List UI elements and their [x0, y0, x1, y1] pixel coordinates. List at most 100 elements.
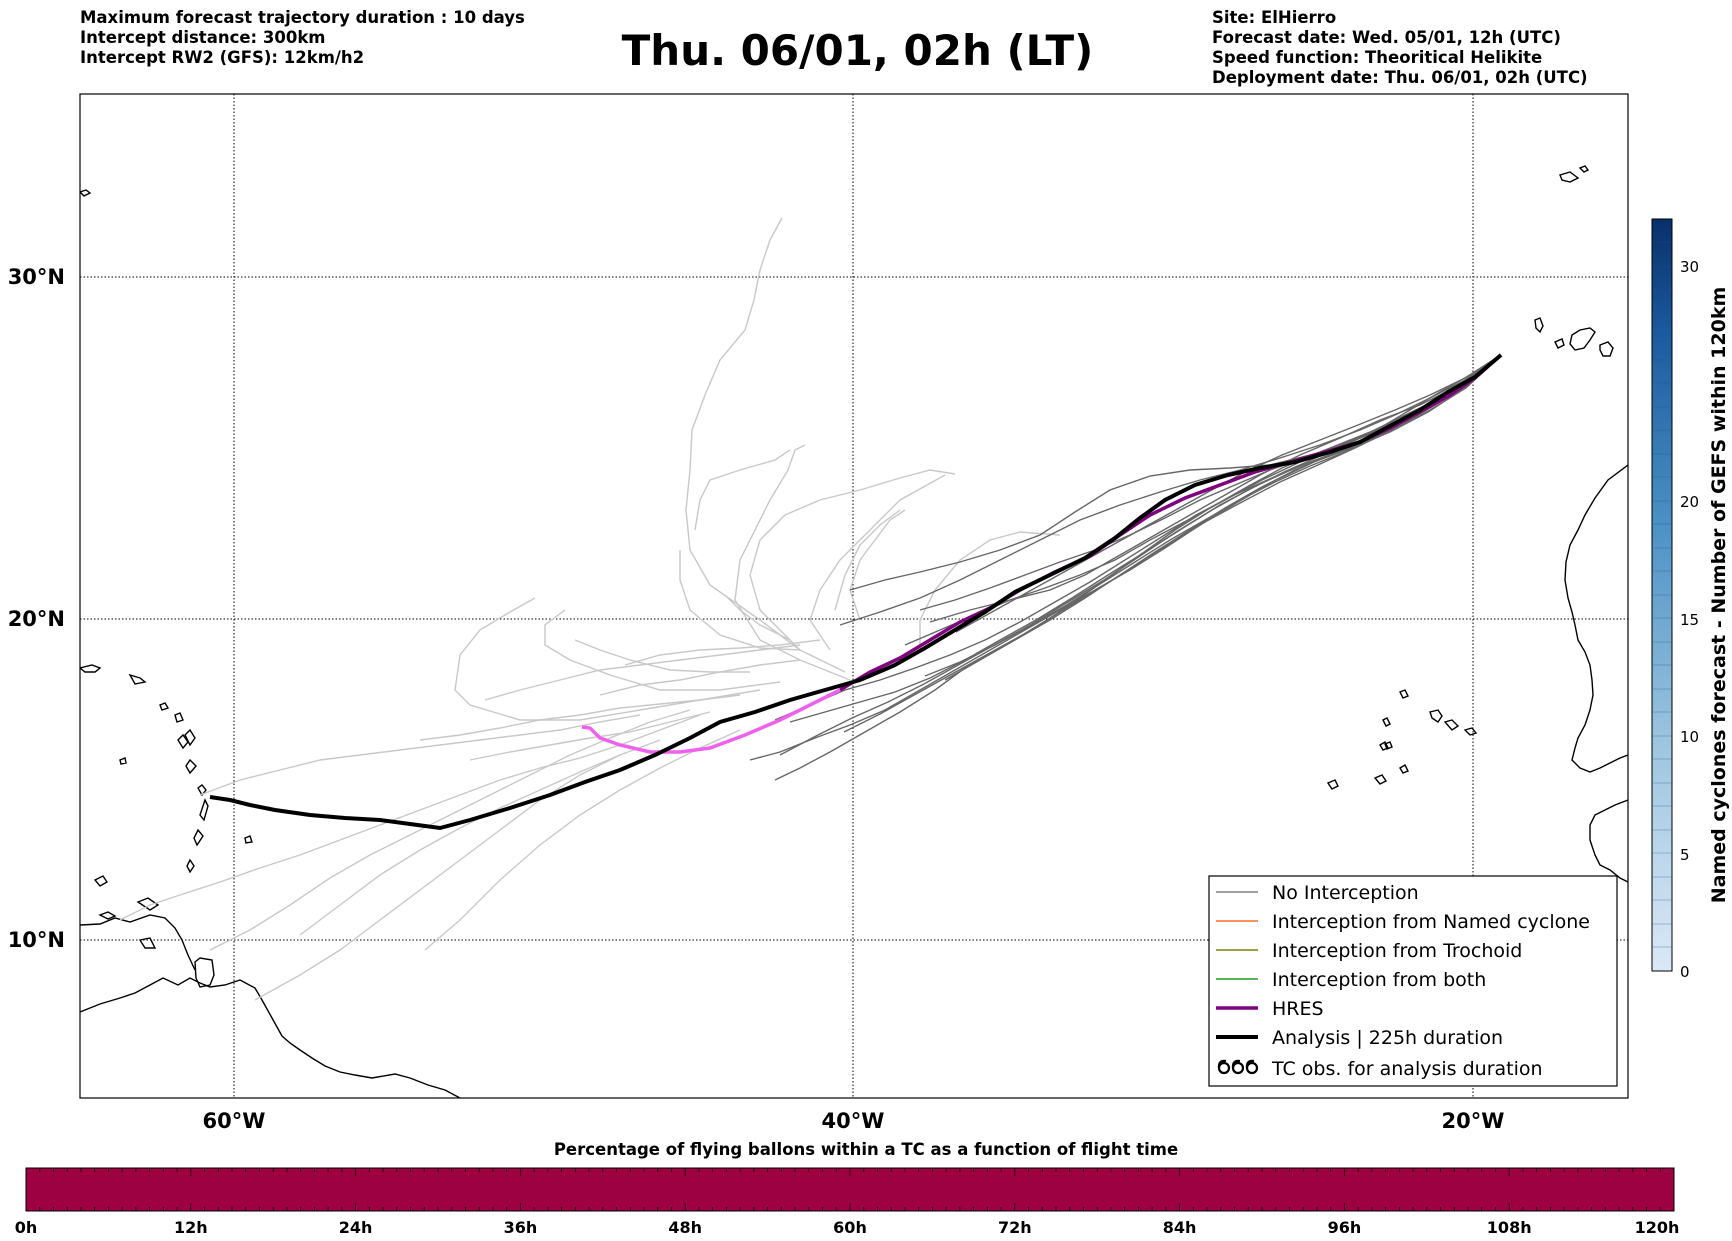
coast-cape-verde-3 [1463, 727, 1478, 736]
analysis-trajectory [209, 353, 1503, 831]
coast-puerto-rico [80, 664, 102, 673]
map-frame [79, 93, 1629, 1099]
bar-tick-0h: 0h [15, 1218, 38, 1237]
trajectory-gray [924, 354, 1502, 677]
coast-cape-verde-10 [1399, 689, 1409, 699]
coast-antilles-6 [177, 733, 189, 750]
page-title: Thu. 06/01, 02h (LT) [621, 26, 1094, 75]
bar-tick-60h: 60h [833, 1218, 867, 1237]
bar-tick-120h: 120h [1635, 1218, 1680, 1237]
forecast-trajectories-light [119, 217, 1061, 1001]
legend-label-analysis: Analysis | 225h duration [1272, 1027, 1503, 1049]
header-intercept-line: Intercept RW2 (GFS): 12km/h2 [80, 48, 365, 67]
trajectory-light [469, 711, 711, 761]
trajectory-light [749, 469, 956, 651]
trajectory-light [849, 509, 906, 621]
coast-west-africa [1564, 464, 1628, 773]
legend-label-hres: HRES [1272, 998, 1324, 1020]
header-deployment-line: Deployment date: Thu. 06/01, 02h (UTC) [1212, 68, 1588, 87]
bar-tick-84h: 84h [1163, 1218, 1197, 1237]
coast-cape-verde-7 [1373, 774, 1388, 785]
coast-west-africa-south [1589, 799, 1628, 883]
coast-cape-verde-1 [1429, 709, 1443, 723]
legend-label-both: Interception from both [1272, 969, 1486, 991]
header-distance-line: Intercept distance: 300km [80, 28, 326, 47]
trajectory-light [724, 594, 791, 641]
trajectory-light [685, 217, 846, 673]
header-info-right: Site: ElHierro Forecast date: Wed. 05/01… [1212, 8, 1588, 88]
bar-tick-108h: 108h [1487, 1218, 1532, 1237]
lon-label-40w: 40°W [822, 1109, 885, 1133]
legend-label-trochoid: Interception from Trochoid [1272, 940, 1522, 962]
coast-curacao [98, 911, 117, 920]
trajectory-light [919, 531, 1061, 650]
trajectory-light [624, 639, 821, 666]
trajectory-light [834, 509, 901, 611]
colorbar-tick-5: 5 [1680, 846, 1690, 864]
hres-forecast-trajectory [581, 688, 841, 754]
header-info-left: Maximum forecast trajectory duration : 1… [80, 8, 525, 68]
coast-canary-1 [1534, 317, 1544, 334]
coastlines [80, 165, 1628, 1098]
trajectory-light [424, 729, 741, 951]
coast-barbados [244, 835, 253, 844]
coast-tobago [93, 875, 108, 887]
coast-antilles-1 [197, 784, 207, 797]
flight-time-bar: Percentage of flying ballons within a TC… [15, 1140, 1680, 1237]
colorbar-tick-15: 15 [1680, 611, 1699, 629]
coast-antilles-8 [159, 702, 170, 711]
legend-label-tc-obs: TC obs. for analysis duration [1271, 1058, 1543, 1080]
coast-antilles-7 [185, 758, 197, 775]
header-forecast-line: Forecast date: Wed. 05/01, 12h (UTC) [1212, 28, 1561, 47]
trajectory-light [544, 609, 781, 691]
coast-antilles-4 [186, 858, 195, 874]
trajectory-gray [843, 354, 1502, 733]
coast-antilles-10 [119, 757, 127, 765]
coast-canary-4 [1599, 341, 1614, 357]
trajectory-light [734, 444, 851, 681]
bar-tick-72h: 72h [998, 1218, 1032, 1237]
coast-south-america [80, 977, 461, 1098]
coast-madeira [1559, 171, 1580, 183]
header-site-line: Site: ElHierro [1212, 8, 1337, 27]
bar-tick-48h: 48h [668, 1218, 702, 1237]
trajectory-light [454, 597, 761, 721]
legend: No Interception Interception from Named … [1208, 875, 1618, 1087]
trajectory-light [599, 659, 801, 696]
flight-time-bar-tick-labels: 0h 12h 24h 36h 48h 60h 72h 84h 96h 108h … [15, 1218, 1680, 1237]
colorbar-tick-10: 10 [1680, 728, 1699, 746]
coast-canary-2 [1554, 338, 1565, 349]
bar-tick-96h: 96h [1328, 1218, 1362, 1237]
trajectory-light [679, 550, 801, 651]
trajectory-light [254, 739, 661, 1001]
header-duration-line: Maximum forecast trajectory duration : 1… [80, 8, 525, 27]
legend-label-named-cyclone: Interception from Named cyclone [1272, 911, 1590, 933]
lon-label-60w: 60°W [203, 1109, 266, 1133]
trajectory-light [574, 639, 750, 673]
colorbar-tick-0: 0 [1680, 963, 1690, 981]
trajectory-light [299, 754, 621, 936]
coast-cape-verde-2 [1443, 719, 1460, 731]
coast-antilles-9 [174, 712, 184, 723]
colorbar-title: Named cyclones forecast - Number of GEFS… [1708, 287, 1730, 904]
coast-cape-verde-6 [1384, 741, 1393, 750]
trajectory-light [119, 714, 701, 921]
lat-label-20n: 20°N [8, 607, 65, 631]
coast-cape-verde-9 [1399, 764, 1409, 774]
lat-label-30n: 30°N [8, 265, 65, 289]
flight-time-bar-title: Percentage of flying ballons within a TC… [554, 1140, 1178, 1159]
legend-label-no-interception: No Interception [1272, 882, 1419, 904]
coast-canary-3 [1569, 327, 1596, 351]
colorbar: 0 5 10 15 20 30 Named cyclones forecast … [1651, 218, 1730, 981]
trajectory-gray [849, 354, 1502, 591]
coast-virgin-isl [128, 673, 147, 685]
bar-tick-36h: 36h [504, 1218, 538, 1237]
colorbar-tick-20: 20 [1680, 493, 1699, 511]
bar-tick-24h: 24h [339, 1218, 373, 1237]
trajectory-light [694, 449, 791, 531]
coast-antilles-2 [199, 798, 209, 822]
legend-tc-symbol-icon [1217, 1059, 1259, 1075]
bar-tick-12h: 12h [174, 1218, 208, 1237]
coast-cape-verde-8 [1326, 779, 1339, 790]
